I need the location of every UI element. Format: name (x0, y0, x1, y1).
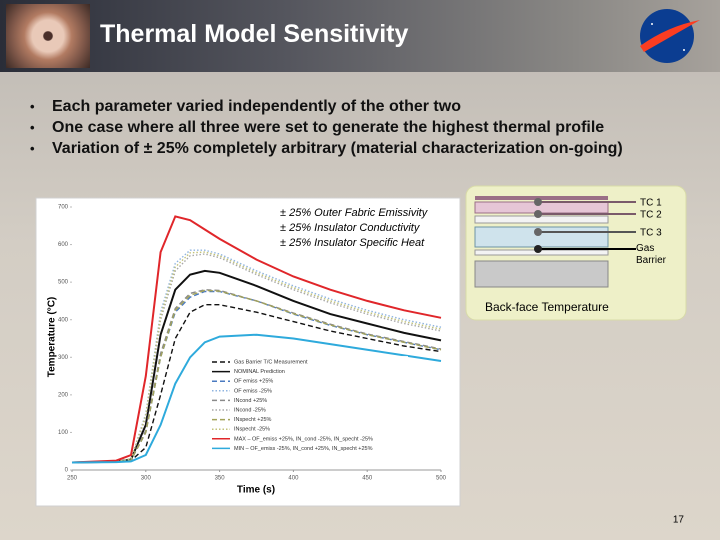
layer (475, 196, 608, 200)
diagram-label-box: Gas Barrier (636, 243, 667, 266)
legend-label: Gas Barrier T/C Measurement (234, 359, 308, 365)
title-bar (0, 0, 720, 72)
diagram-caption: Back-face Temperature (485, 300, 609, 314)
legend-label: MIN – OF_emiss -25%, IN_cond +25%, IN_sp… (234, 446, 373, 452)
bullet: Each parameter varied independently of t… (28, 96, 688, 117)
series-line (71, 304, 442, 464)
tc-dot (534, 210, 542, 218)
diagram-label: Gas Barrier (636, 243, 667, 266)
y-axis-title: Temperature (°C) (47, 297, 58, 378)
legend-label: INspecht -25% (234, 427, 270, 433)
series-line (71, 251, 442, 464)
y-tick-label: 300 (58, 355, 69, 361)
annotation: ± 25% Outer Fabric Emissivity (280, 207, 429, 219)
series-line (71, 269, 442, 464)
series-line (71, 289, 442, 464)
logo (640, 9, 700, 63)
page-number: 17 (673, 515, 685, 526)
y-tick-label: 200 (58, 392, 69, 398)
series-line (71, 288, 442, 464)
x-tick-label: 350 (215, 476, 226, 482)
tc-dot (534, 245, 542, 253)
y-tick-label: 100 (58, 430, 69, 436)
layer (474, 260, 609, 288)
legend-box (208, 356, 408, 456)
series-line (71, 290, 442, 464)
x-tick-label: 300 (141, 476, 152, 482)
y-tick-label: 700 (58, 205, 69, 211)
diagram-label: TC 1 (640, 198, 662, 209)
y-tick-label: 500 (58, 280, 69, 286)
x-tick-label: 400 (288, 476, 299, 482)
legend-label: MAX – OF_emiss +25%, IN_cond -25%, IN_sp… (234, 436, 373, 442)
x-tick-label: 250 (67, 476, 78, 482)
title-photo (6, 4, 90, 68)
x-tick-label: 500 (436, 476, 447, 482)
legend-label: NOMINAL Prediction (234, 369, 285, 375)
series-line (71, 215, 442, 464)
layer (474, 215, 609, 224)
annotation: ± 25% Insulator Conductivity (280, 222, 421, 234)
y-tick-label: 0 (65, 468, 69, 474)
annotation: ± 25% Insulator Specific Heat (280, 237, 425, 249)
y-tick-label: 400 (58, 317, 69, 323)
x-axis-title: Time (s) (237, 485, 275, 496)
series-line (71, 249, 442, 464)
y-tick-label: 600 (58, 242, 69, 248)
bullet: One case where all three were set to gen… (28, 117, 688, 138)
legend-label: INcond +25% (234, 398, 267, 404)
tc-dot (534, 228, 542, 236)
legend-label: INcond -25% (234, 407, 266, 413)
series-line (71, 333, 442, 464)
x-tick-label: 450 (362, 476, 373, 482)
legend-label: OF emiss +25% (234, 379, 273, 385)
legend-label: INspecht +25% (234, 417, 272, 423)
bullet: Variation of ± 25% completely arbitrary … (28, 138, 688, 159)
diagram-label: TC 3 (640, 228, 662, 239)
diagram-label: TC 2 (640, 210, 662, 221)
bullet-list: Each parameter varied independently of t… (28, 96, 688, 159)
legend-label: OF emiss -25% (234, 388, 272, 394)
slide-title: Thermal Model Sensitivity (100, 20, 409, 48)
tc-dot (534, 198, 542, 206)
layer (474, 226, 609, 248)
